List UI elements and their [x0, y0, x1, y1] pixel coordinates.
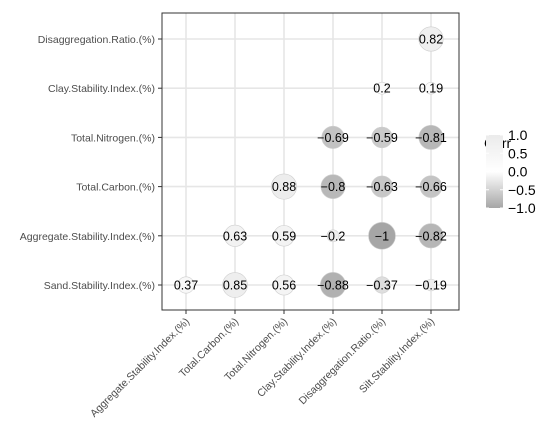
corr-value-label: −0.82: [415, 229, 447, 243]
legend-colorbar: [486, 135, 503, 208]
y-tick-label: Aggregate.Stability.Index.(%): [20, 231, 155, 243]
corr-circle: [371, 126, 393, 149]
x-tick-label: Aggregate.Stability.Index.(%): [88, 316, 192, 420]
corr-value-label: 0.63: [223, 229, 247, 243]
corr-circle: [177, 276, 195, 294]
corr-circle: [368, 222, 396, 250]
corr-value-label: 0.19: [419, 82, 443, 96]
corr-circle: [223, 224, 247, 247]
corr-circle: [271, 173, 297, 200]
plot-panel: [162, 13, 459, 310]
corr-circle: [370, 175, 394, 198]
corr-circle: [321, 125, 345, 149]
corr-circle: [320, 174, 346, 199]
corr-value-label: 0.82: [419, 33, 443, 47]
y-tick-label: Total.Nitrogen.(%): [71, 132, 155, 144]
legend-tick-label: 1.0: [508, 127, 528, 143]
corr-value-label: 0.88: [272, 180, 296, 194]
x-tick-label: Clay.Stability.Index.(%): [255, 316, 339, 400]
corr-value-label: −0.66: [415, 180, 447, 194]
corr-circle: [326, 229, 340, 243]
corr-circle: [424, 82, 438, 95]
corr-value-label: −0.2: [321, 229, 346, 243]
corr-circle: [419, 175, 443, 198]
plot-panel-border: [161, 12, 460, 311]
y-tick-label: Disaggregation.Ratio.(%): [38, 34, 155, 46]
corr-value-label: −0.88: [317, 279, 349, 293]
corr-value-label: −0.59: [366, 131, 398, 145]
y-tick-label: Total.Carbon.(%): [76, 182, 155, 194]
corr-circle: [273, 274, 295, 296]
corr-circle: [273, 225, 295, 247]
corr-circle: [418, 124, 444, 150]
legend-tick-label: 0.0: [508, 164, 528, 180]
corr-value-label: 0.37: [174, 279, 198, 293]
corr-value-label: −0.63: [366, 180, 398, 194]
corr-value-label: 0.59: [272, 229, 296, 243]
corr-circle: [418, 223, 444, 249]
corr-value-label: 0.2: [373, 82, 390, 96]
corr-value-label: −0.19: [415, 279, 447, 293]
x-tick-label: Disaggregation.Ratio.(%): [297, 316, 388, 407]
corr-value-label: −0.8: [321, 180, 346, 194]
corr-circle: [375, 81, 389, 95]
corr-value-label: −0.81: [415, 131, 447, 145]
corr-circle: [320, 272, 346, 298]
y-tick-label: Clay.Stability.Index.(%): [48, 83, 155, 95]
corr-value-label: 0.56: [272, 279, 296, 293]
corr-circle: [418, 26, 444, 52]
y-tick-label: Sand.Stability.Index.(%): [44, 280, 155, 292]
legend-tick-label: −1.0: [508, 200, 536, 216]
corr-value-label: −1: [375, 229, 389, 243]
legend-tick-label: −0.5: [508, 182, 536, 198]
corr-value-label: −0.37: [366, 279, 398, 293]
corr-circle: [222, 272, 248, 298]
corr-circle: [373, 276, 391, 294]
legend-tick-label: 0.5: [508, 145, 528, 161]
corr-value-label: 0.85: [223, 279, 247, 293]
corr-value-label: −0.69: [317, 131, 349, 145]
corr-circle: [424, 278, 438, 292]
